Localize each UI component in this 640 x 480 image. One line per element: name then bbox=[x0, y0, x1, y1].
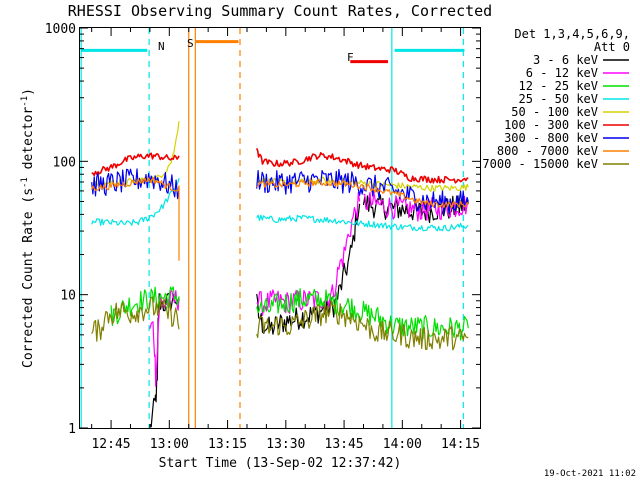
x-tick-label: 14:00 bbox=[383, 437, 422, 452]
series-line-50-100-keV-0 bbox=[91, 121, 180, 189]
series-lines bbox=[91, 121, 469, 428]
y-axis-label-end: ) bbox=[21, 88, 36, 96]
y-axis-label-sup2: -1 bbox=[20, 96, 30, 107]
marker-label-n: N bbox=[158, 40, 165, 53]
x-tick-label: 13:15 bbox=[208, 437, 247, 452]
series-line-7000-15000-keV-0 bbox=[91, 296, 180, 342]
legend-label: 7000 - 15000 keV bbox=[482, 157, 598, 171]
marker-label-s: S bbox=[187, 37, 194, 50]
legend-label: 25 - 50 keV bbox=[519, 92, 598, 106]
series-line-800-7000-keV-0 bbox=[91, 177, 180, 261]
y-axis-label: Corrected Count Rate (s-1 detector-1) bbox=[20, 88, 36, 368]
series-line-100-300-keV-1 bbox=[255, 148, 469, 184]
vertical-markers bbox=[80, 28, 464, 428]
plot-frame bbox=[79, 27, 481, 429]
legend-att: Att 0 bbox=[594, 40, 630, 54]
series-line-800-7000-keV-1 bbox=[256, 179, 469, 209]
y-tick-label: 100 bbox=[53, 155, 76, 170]
x-tick-label: 14:15 bbox=[441, 437, 480, 452]
series-line-25-50-keV-0 bbox=[91, 177, 180, 226]
legend-label: 800 - 7000 keV bbox=[497, 144, 598, 158]
series-line-6-12-keV-0 bbox=[149, 290, 180, 387]
chart-title: RHESSI Observing Summary Count Rates, Co… bbox=[68, 2, 492, 20]
marker-labels: N S F bbox=[158, 37, 354, 64]
x-axis-label: Start Time (13-Sep-02 12:37:42) bbox=[159, 456, 402, 471]
y-tick-label: 1000 bbox=[45, 22, 76, 37]
series-line-300-800-keV-1 bbox=[256, 168, 469, 216]
y-tick-label: 10 bbox=[60, 289, 76, 304]
x-tick-label: 13:30 bbox=[266, 437, 305, 452]
marker-label-f: F bbox=[347, 51, 354, 64]
legend-label: 3 - 6 keV bbox=[533, 53, 598, 67]
y-axis-label-mid: detector bbox=[21, 107, 36, 178]
series-line-100-300-keV-0 bbox=[91, 152, 180, 177]
legend-header: Det 1,3,4,5,6,9, bbox=[514, 27, 630, 41]
footer-date: 19-Oct-2021 11:02 bbox=[544, 469, 636, 479]
y-tick-label: 1 bbox=[68, 422, 76, 437]
legend-label: 12 - 25 keV bbox=[519, 79, 598, 93]
series-line-25-50-keV-1 bbox=[256, 214, 469, 232]
y-axis-label-sup1: -1 bbox=[20, 177, 30, 188]
x-tick-label: 13:00 bbox=[150, 437, 189, 452]
legend-label: 50 - 100 keV bbox=[511, 105, 598, 119]
legend-label: 300 - 800 keV bbox=[504, 131, 598, 145]
legend-label: 100 - 300 keV bbox=[504, 118, 598, 132]
plot-area: 12:45 13:00 13:15 13:30 13:45 14:00 14:15 1101… bbox=[45, 22, 481, 452]
y-ticks: 1 10 100 1000 bbox=[45, 22, 480, 437]
series-line-300-800-keV-0 bbox=[91, 168, 180, 200]
status-bars bbox=[81, 40, 465, 64]
y-axis-label-main: Corrected Count Rate (s bbox=[21, 188, 36, 368]
x-tick-label: 13:45 bbox=[325, 437, 364, 452]
series-line-7000-15000-keV-1 bbox=[256, 300, 469, 351]
x-ticks: 12:45 13:00 13:15 13:30 13:45 14:00 14:15 bbox=[91, 28, 480, 452]
x-tick-label: 12:45 bbox=[91, 437, 130, 452]
series-line-50-100-keV-1 bbox=[256, 176, 469, 192]
legend-label: 6 - 12 keV bbox=[526, 66, 598, 80]
